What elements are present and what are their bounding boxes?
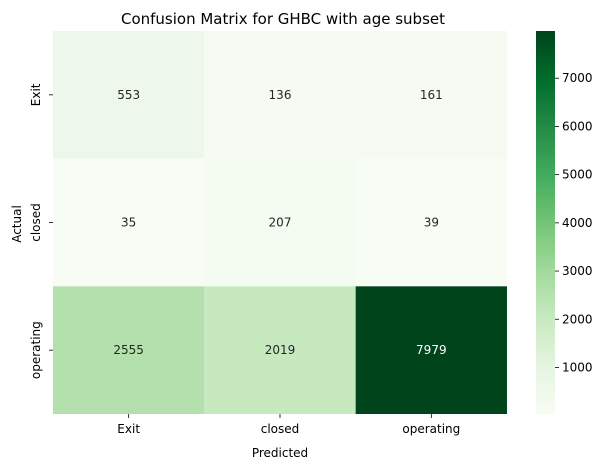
cell-value-label: 35 xyxy=(121,216,136,230)
heatmap-cell-labels: 553 136 161 35 207 39 2555 2019 7979 xyxy=(113,88,446,357)
heatmap-cell xyxy=(355,31,507,159)
heatmap-cell xyxy=(204,31,356,159)
heatmap-cell xyxy=(204,158,356,287)
x-tick-label: operating xyxy=(402,422,460,436)
heatmap-cell xyxy=(53,286,205,414)
colorbar-ticks: 1000 2000 3000 4000 5000 6000 7000 xyxy=(555,71,593,374)
colorbar-tick-label: 1000 xyxy=(562,360,593,374)
heatmap-cell xyxy=(355,158,507,287)
cell-value-label: 2555 xyxy=(113,343,144,357)
y-tick-label: Exit xyxy=(29,83,43,106)
colorbar-tick-label: 6000 xyxy=(562,119,593,133)
cell-value-label: 39 xyxy=(424,216,439,230)
heatmap-cell xyxy=(204,286,356,414)
y-axis: Exit closed operating xyxy=(29,83,53,379)
colorbar-tick-label: 2000 xyxy=(562,312,593,326)
y-tick-label: closed xyxy=(29,203,43,242)
colorbar-tick-label: 3000 xyxy=(562,264,593,278)
cell-value-label: 136 xyxy=(269,88,292,102)
heatmap-cell xyxy=(355,286,507,414)
cell-value-label: 7979 xyxy=(416,343,447,357)
heatmap-cells xyxy=(53,31,507,414)
chart-title: Confusion Matrix for GHBC with age subse… xyxy=(121,10,445,28)
cell-value-label: 207 xyxy=(269,216,292,230)
y-axis-label: Actual xyxy=(10,205,24,243)
x-tick-label: closed xyxy=(261,422,300,436)
cell-value-label: 2019 xyxy=(265,343,296,357)
heatmap-cell xyxy=(53,31,205,159)
colorbar-tick-label: 5000 xyxy=(562,168,593,182)
cell-value-label: 553 xyxy=(117,88,140,102)
y-tick-label: operating xyxy=(29,321,43,379)
x-tick-label: Exit xyxy=(117,422,140,436)
colorbar-tick-label: 4000 xyxy=(562,216,593,230)
heatmap-cell xyxy=(53,158,205,287)
cell-value-label: 161 xyxy=(420,88,443,102)
colorbar-tick-label: 7000 xyxy=(562,71,593,85)
x-axis: Exit closed operating xyxy=(117,414,460,436)
x-axis-label: Predicted xyxy=(252,446,308,460)
colorbar xyxy=(536,31,555,414)
